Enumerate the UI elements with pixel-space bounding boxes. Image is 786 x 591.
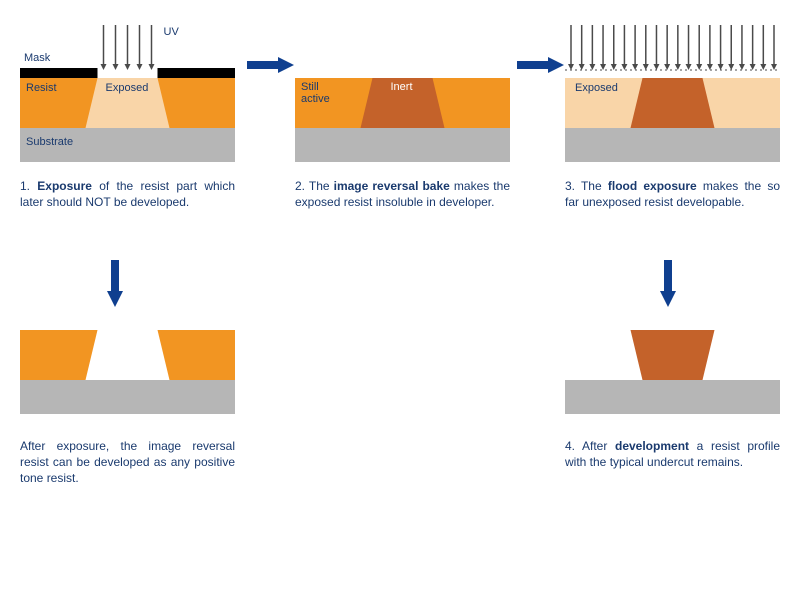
substrate — [565, 128, 780, 162]
layer-label: UV — [164, 26, 179, 38]
flow-arrow — [512, 55, 562, 105]
uv-arrows — [101, 25, 155, 70]
substrate — [565, 380, 780, 414]
caption-bold: Exposure — [37, 179, 92, 193]
uv-arrows — [565, 25, 780, 70]
caption-pre: 4. After — [565, 439, 615, 453]
diagram-5 — [565, 310, 780, 430]
caption-p4: After exposure, the image reversal resis… — [20, 438, 235, 487]
caption-pre: 1. — [20, 179, 37, 193]
caption-p3: 3. The flood exposure makes the so far u… — [565, 178, 780, 210]
layer-label: Exposed — [575, 82, 618, 94]
caption-pre: 2. The — [295, 179, 334, 193]
panel-p5: 4. After development a resist profile wi… — [565, 310, 780, 470]
layer-label: Exposed — [106, 82, 149, 94]
panel-p1: UV Mask Resist Exposed Substrate 1. Exposure … — [20, 20, 235, 210]
layer-label: Inert — [391, 81, 413, 93]
caption-p5: 4. After development a resist profile wi… — [565, 438, 780, 470]
caption-pre: 3. The — [565, 179, 608, 193]
diagram-4 — [20, 310, 235, 430]
caption-p1: 1. Exposure of the resist part which lat… — [20, 178, 235, 210]
substrate — [295, 128, 510, 162]
caption-bold: image reversal bake — [334, 179, 450, 193]
diagram-3 — [565, 20, 780, 170]
caption-bold: flood exposure — [608, 179, 697, 193]
trapezoid — [631, 330, 715, 380]
caption-p2: 2. The image reversal bake makes the exp… — [295, 178, 510, 210]
resist-right — [158, 330, 236, 380]
panel-p2: Stillactive Inert 2. The image reversal ba… — [295, 20, 510, 210]
trapezoid — [631, 78, 715, 128]
caption-pre: After exposure, the image reversal resis… — [20, 439, 235, 485]
label-still-active: Stillactive — [301, 81, 341, 105]
layer-label: Resist — [26, 82, 57, 94]
panel-p4: After exposure, the image reversal resis… — [20, 310, 235, 487]
flow-arrow — [242, 55, 292, 105]
mask-left — [20, 68, 98, 78]
mask-right — [158, 68, 236, 78]
resist-left — [20, 330, 98, 380]
layer-label: Mask — [24, 52, 50, 64]
substrate — [20, 380, 235, 414]
layer-label: Substrate — [26, 136, 73, 148]
flow-arrow — [658, 255, 708, 305]
flow-arrow — [105, 255, 155, 305]
panel-p3: Exposed 3. The flood exposure makes the s… — [565, 20, 780, 210]
caption-bold: development — [615, 439, 689, 453]
